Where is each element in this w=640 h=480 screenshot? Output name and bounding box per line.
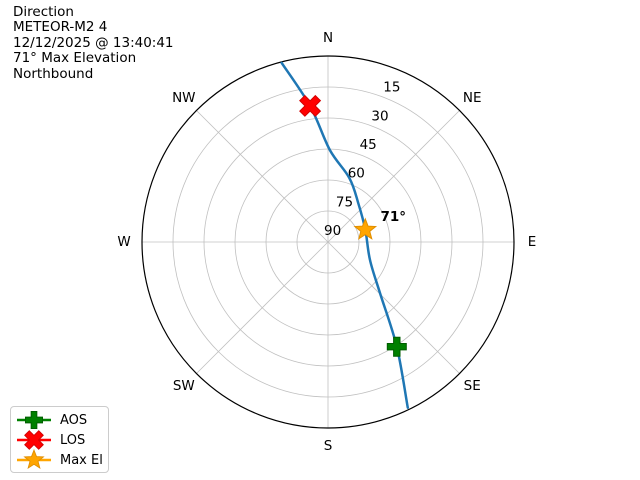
legend: AOS LOS Max El [10,406,109,473]
compass-label-n: N [323,30,333,46]
compass-label-w: W [117,234,130,250]
compass-label-se: SE [464,378,481,394]
legend-item-aos: AOS [11,410,108,430]
pass-datetime: 12/12/2025 @ 13:40:41 [13,34,174,51]
los-marker [299,94,322,117]
horizon-circle [141,55,515,429]
elevation-tick-label: 45 [360,137,377,153]
elevation-tick-label: 15 [383,80,400,96]
pass-info-header: Direction METEOR-M2 4 12/12/2025 @ 13:40… [13,4,174,82]
los-x-icon [17,430,51,450]
aos-marker [386,336,407,357]
aos-legend-marker [24,410,44,430]
elevation-tick-label: 75 [336,194,353,210]
los-legend-marker [24,430,44,450]
elevation-ring [296,210,360,274]
compass-label-e: E [528,234,537,250]
legend-label-aos: AOS [60,412,88,428]
aos-plus-icon [17,410,51,430]
elevation-tick-label: 90 [324,223,341,239]
compass-label-nw: NW [172,90,195,106]
satellite-name: METEOR-M2 4 [13,19,108,36]
compass-label-ne: NE [463,90,482,106]
legend-item-maxel: Max El [11,448,108,470]
legend-label-los: LOS [60,432,86,448]
legend-label-maxel: Max El [60,452,103,468]
max-el-legend-marker [23,448,45,470]
max-el-marker [353,217,378,240]
compass-label-s: S [324,438,333,454]
elevation-ring [203,117,453,367]
elevation-ring [172,86,484,398]
legend-item-los: LOS [11,430,108,450]
chart-title: Direction [13,4,74,20]
elevation-tick-label: 30 [371,108,388,124]
max-elevation-text: 71° Max Elevation [13,50,137,67]
compass-label-sw: SW [173,378,195,394]
pass-heading-text: Northbound [13,65,94,82]
satellite-pass-track [280,61,410,409]
elevation-ring [265,179,391,305]
max-elevation-annotation: 71° [381,209,407,225]
max-el-star-icon [17,448,51,470]
elevation-tick-label: 60 [348,166,365,182]
